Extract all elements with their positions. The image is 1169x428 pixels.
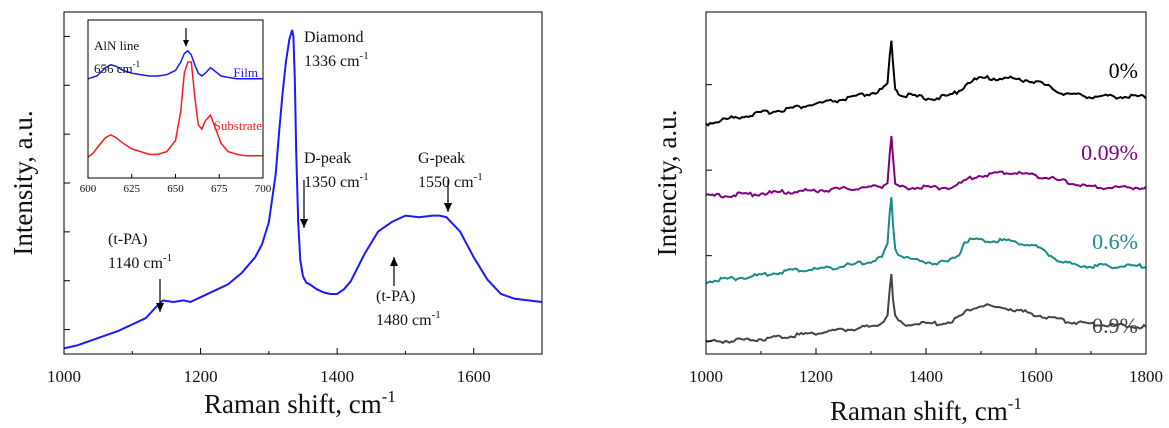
right-chart: 1000 1200 1400 1600 1800 0% 0.09% 0.6% 0.9% Ram… — [652, 11, 1163, 426]
right-series-label: 0% — [1109, 58, 1138, 83]
inset-annotation-name: AlN line — [94, 38, 139, 53]
left-annotation-name: Diamond — [304, 29, 364, 46]
right-series-label: 0.9% — [1092, 313, 1138, 338]
right-series-label: 0.6% — [1092, 229, 1138, 254]
left-annotation-arrowhead — [444, 203, 452, 212]
left-series-line — [63, 29, 543, 350]
left-annotation-value: 1140 cm-1 — [108, 252, 172, 272]
right-series-line — [705, 273, 1147, 345]
left-y-axis-label: Intensity, a.u. — [8, 110, 38, 255]
left-x-tick-label: 1200 — [184, 367, 218, 386]
left-annotation: Diamond 1336 cm-1 — [304, 29, 369, 70]
left-annotation-value: 1480 cm-1 — [376, 309, 441, 329]
right-series-layer — [705, 40, 1147, 345]
left-annotation-name: (t-PA) — [376, 288, 415, 305]
right-series-label: 0.09% — [1081, 140, 1138, 165]
inset-series-line-substrate — [87, 61, 263, 158]
left-annotation-name: D-peak — [304, 150, 351, 167]
inset-x-tick-label: 650 — [167, 183, 184, 195]
left-x-tick-label: 1000 — [47, 367, 81, 386]
right-x-tick-label: 1200 — [799, 367, 833, 386]
left-annotation-value: 1350 cm-1 — [304, 171, 369, 191]
left-x-tick-label: 1400 — [320, 367, 354, 386]
inset-label-film: Film — [233, 65, 258, 80]
inset-series-layer — [87, 49, 263, 158]
right-y-axis-label: Intencity, a.u. — [652, 110, 682, 257]
left-annotation: (t-PA) 1140 cm-1 — [108, 231, 172, 312]
left-x-tick-label: 1600 — [457, 367, 491, 386]
right-series-line — [705, 135, 1147, 199]
left-chart: 1000 1200 1400 1600 Raman shift, cm-1 Inten… — [8, 11, 543, 419]
right-x-axis-label: Raman shift, cm-1 — [830, 394, 1022, 426]
left-annotation-value: 1550 cm-1 — [418, 171, 483, 191]
left-y-ticks — [64, 35, 70, 331]
inset-x-tick-label: 700 — [255, 183, 272, 195]
inset-annotation-value: 656 cm-1 — [94, 59, 140, 76]
left-annotation-name: (t-PA) — [108, 231, 147, 248]
right-x-tick-label: 1000 — [689, 367, 723, 386]
right-x-tick-label: 1400 — [909, 367, 943, 386]
left-annotation: (t-PA) 1480 cm-1 — [376, 257, 441, 329]
inset-annotation: AlN line 656 cm-1 — [94, 28, 189, 76]
left-annotation-arrowhead — [156, 303, 164, 312]
left-annotation: D-peak 1350 cm-1 — [300, 150, 369, 228]
right-series-line — [705, 197, 1147, 285]
left-annotation: G-peak 1550 cm-1 — [418, 150, 483, 212]
right-series-labels: 0% 0.09% 0.6% 0.9% — [1081, 58, 1138, 338]
inset-series-labels: Film Substrate — [214, 65, 263, 133]
right-y-ticks — [706, 84, 712, 342]
inset-series-line-film — [87, 49, 263, 80]
left-annotation-arrowhead — [300, 219, 308, 228]
inset-x-tick-label: 600 — [80, 183, 97, 195]
right-x-tick-label: 1800 — [1129, 367, 1163, 386]
left-series-layer — [63, 29, 543, 350]
inset-annotation-arrowhead — [183, 40, 189, 47]
left-x-ticks: 1000 1200 1400 1600 — [47, 348, 543, 386]
left-annotation-arrowhead — [390, 257, 398, 266]
left-annotation-name: G-peak — [418, 150, 465, 167]
right-series-line — [705, 40, 1147, 127]
right-x-ticks: 1000 1200 1400 1600 1800 — [689, 348, 1163, 386]
inset-chart: 600 625 650 675 700 Film Substrate AlN line 65… — [80, 19, 272, 195]
inset-label-substrate: Substrate — [214, 118, 263, 133]
left-annotations: Diamond 1336 cm-1 D-peak 1350 cm-1 G-peak 155… — [108, 29, 483, 329]
left-annotation-value: 1336 cm-1 — [304, 50, 369, 70]
right-plot-frame — [705, 11, 1147, 355]
inset-x-ticks: 600 625 650 675 700 — [80, 174, 272, 195]
left-x-axis-label: Raman shift, cm-1 — [204, 387, 396, 419]
inset-x-tick-label: 675 — [211, 183, 228, 195]
inset-x-tick-label: 625 — [124, 183, 141, 195]
right-x-tick-label: 1600 — [1019, 367, 1053, 386]
